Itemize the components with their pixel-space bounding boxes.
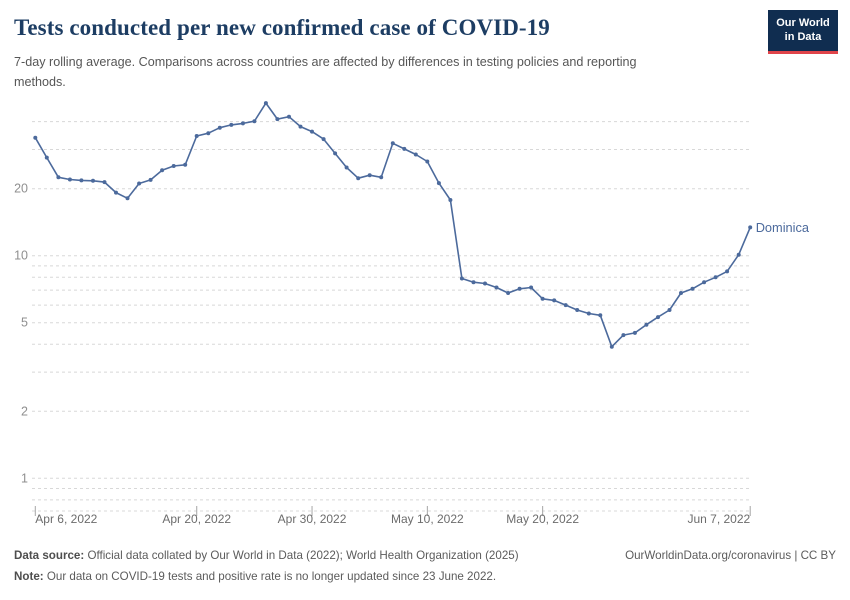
- series-line-dominica: [34, 102, 751, 348]
- data-point-marker: [321, 137, 326, 142]
- data-point-marker: [79, 178, 84, 183]
- data-point-marker: [494, 285, 499, 290]
- data-point-marker: [356, 176, 361, 181]
- data-point-marker: [194, 134, 199, 138]
- y-tick-label-20: 20: [14, 182, 28, 196]
- data-point-marker: [540, 296, 545, 301]
- data-point-marker: [33, 135, 38, 140]
- x-tick-label-24: Apr 30, 2022: [278, 512, 347, 526]
- data-point-marker: [598, 313, 603, 318]
- y-tick-label-5: 5: [21, 316, 28, 330]
- data-point-marker: [563, 303, 568, 308]
- data-point-marker: [137, 181, 142, 186]
- series-end-label-dominica: Dominica: [756, 220, 810, 235]
- data-point-marker: [609, 344, 614, 349]
- data-source-label: Data source:: [14, 549, 85, 562]
- data-point-marker: [713, 275, 718, 280]
- data-point-marker: [67, 177, 72, 182]
- data-point-marker: [125, 196, 130, 201]
- data-source-text: Data source: Official data collated by O…: [14, 549, 519, 562]
- data-point-marker: [56, 175, 61, 180]
- data-point-marker: [506, 291, 511, 295]
- y-tick-label-10: 10: [14, 249, 28, 263]
- owid-logo-line1: Our World: [776, 17, 830, 29]
- chart-title: Tests conducted per new confirmed case o…: [14, 15, 550, 40]
- note-label: Note:: [14, 569, 44, 583]
- data-point-marker: [644, 322, 649, 327]
- chart-subtitle: 7-day rolling average. Comparisons acros…: [14, 55, 637, 89]
- data-point-marker: [517, 286, 522, 291]
- data-point-marker: [390, 141, 395, 146]
- data-point-marker: [656, 315, 660, 320]
- x-tick-label-0: Apr 6, 2022: [35, 512, 97, 526]
- x-tick-label-14: Apr 20, 2022: [162, 512, 231, 526]
- data-point-marker: [183, 162, 188, 167]
- data-point-marker: [702, 280, 707, 285]
- data-point-marker: [402, 146, 407, 151]
- data-point-marker: [287, 114, 291, 119]
- data-point-marker: [171, 164, 176, 168]
- owid-coronavirus-link[interactable]: OurWorldinData.org/coronavirus | CC BY: [625, 549, 836, 562]
- data-point-marker: [240, 121, 245, 126]
- data-point-marker: [310, 129, 314, 134]
- data-point-marker: [483, 281, 487, 286]
- data-point-marker: [748, 225, 753, 230]
- footer-note-row: Note: Our data on COVID-19 tests and pos…: [14, 567, 836, 588]
- owid-logo-line2: in Data: [784, 31, 822, 44]
- chart-footer: Data source: Official data collated by O…: [14, 546, 836, 588]
- data-point-marker: [529, 285, 534, 290]
- data-point-marker: [367, 173, 372, 178]
- data-point-marker: [690, 286, 695, 291]
- y-tick-label-2: 2: [21, 404, 28, 418]
- data-point-marker: [344, 165, 349, 170]
- x-tick-label-62: Jun 7, 2022: [687, 512, 750, 526]
- x-tick-label-44: May 20, 2022: [506, 512, 579, 526]
- data-point-marker: [679, 291, 683, 295]
- data-point-marker: [252, 119, 257, 124]
- data-point-marker: [333, 151, 338, 156]
- note-text: Our data on COVID-19 tests and positive …: [46, 569, 497, 583]
- data-point-marker: [413, 152, 418, 157]
- data-point-marker: [552, 298, 557, 303]
- data-point-marker: [229, 122, 234, 127]
- data-point-marker: [425, 159, 430, 164]
- data-point-marker: [632, 330, 637, 335]
- data-point-marker: [575, 308, 580, 312]
- data-point-marker: [160, 168, 165, 173]
- data-point-marker: [621, 333, 626, 338]
- data-point-marker: [114, 190, 118, 195]
- data-point-marker: [667, 308, 672, 312]
- data-point-marker: [448, 198, 453, 202]
- data-point-marker: [206, 131, 211, 136]
- data-point-marker: [436, 181, 441, 186]
- data-point-marker: [298, 124, 303, 129]
- data-point-marker: [263, 101, 268, 106]
- data-point-marker: [275, 117, 280, 122]
- data-point-marker: [725, 269, 730, 274]
- owid-logo: Our World in Data: [768, 10, 838, 54]
- data-point-marker: [91, 178, 95, 183]
- data-point-marker: [379, 175, 384, 180]
- data-point-marker: [148, 177, 153, 182]
- y-tick-label-1: 1: [21, 471, 28, 485]
- data-point-marker: [471, 280, 476, 285]
- data-point-marker: [736, 252, 741, 257]
- data-point-marker: [102, 180, 107, 185]
- x-tick-label-34: May 10, 2022: [391, 512, 464, 526]
- footer-source-row: Data source: Official data collated by O…: [14, 546, 836, 567]
- data-point-marker: [217, 125, 222, 130]
- data-point-marker: [44, 155, 49, 160]
- data-point-marker: [459, 276, 464, 281]
- data-point-marker: [586, 311, 591, 316]
